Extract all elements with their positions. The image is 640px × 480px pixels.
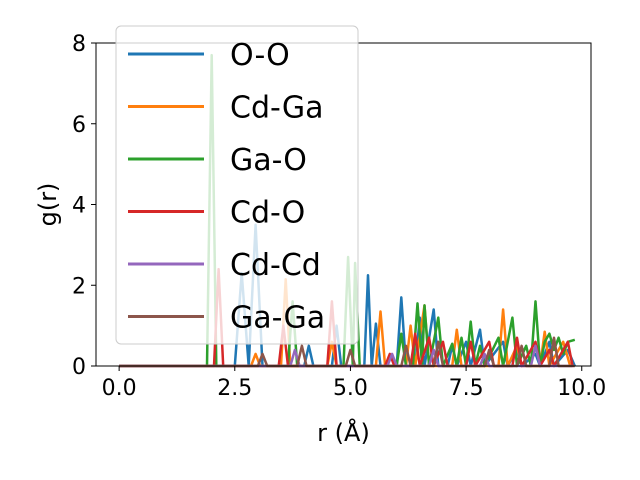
- y-axis-ticks: 0 2 4 6 8: [72, 32, 96, 380]
- x-axis-label: r (Å): [317, 418, 370, 447]
- legend-label-o-o: O-O: [230, 38, 290, 73]
- y-tick-label: 2: [72, 274, 86, 299]
- legend-label-ga-o: Ga-O: [230, 143, 307, 178]
- legend-label-ga-ga: Ga-Ga: [230, 301, 325, 336]
- legend-box: [115, 25, 359, 345]
- x-tick-label: 0.0: [102, 376, 137, 401]
- legend-label-cd-cd: Cd-Cd: [230, 248, 321, 283]
- legend-label-cd-ga: Cd-Ga: [230, 91, 324, 126]
- y-tick-label: 4: [72, 194, 86, 219]
- legend-label-cd-o: Cd-O: [230, 196, 305, 231]
- x-axis-ticks: 0.0 2.5 5.0 7.5 10.0: [102, 366, 606, 401]
- series-line-cd-o: [119, 267, 574, 368]
- y-tick-label: 6: [72, 113, 86, 138]
- y-tick-label: 8: [72, 32, 86, 57]
- legend: O-O Cd-Ga Ga-O Cd-O Cd-Cd Ga-Ga: [115, 25, 359, 345]
- y-axis-label: g(r): [34, 183, 62, 227]
- x-tick-label: 5.0: [333, 376, 368, 401]
- x-tick-label: 2.5: [217, 376, 252, 401]
- y-tick-label: 0: [72, 355, 86, 380]
- x-tick-label: 7.5: [449, 376, 484, 401]
- x-tick-label: 10.0: [557, 376, 606, 401]
